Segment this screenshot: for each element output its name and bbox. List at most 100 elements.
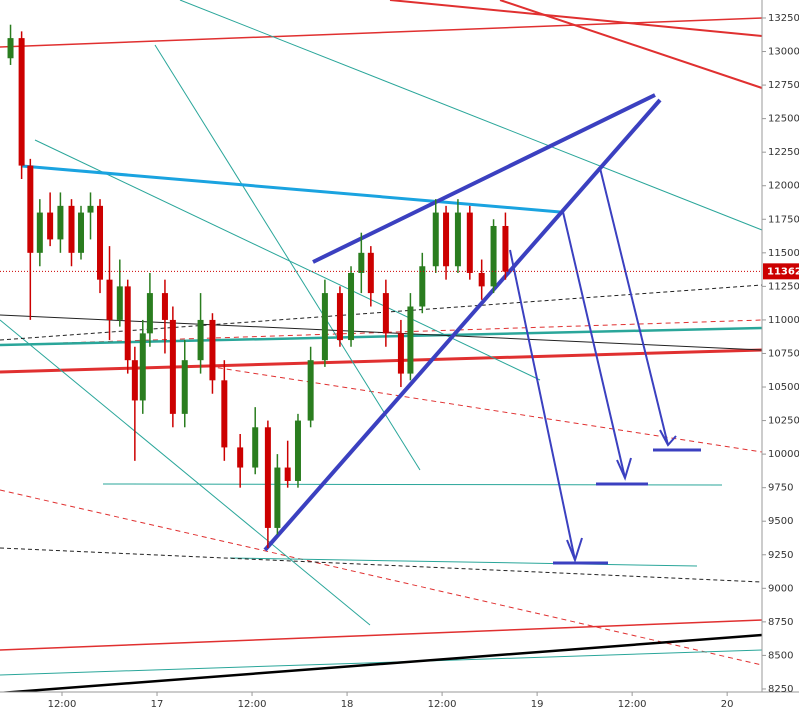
- candle-body: [454, 212, 461, 267]
- arrow-head: [616, 457, 632, 481]
- x-tick-label: 12:00: [238, 699, 267, 710]
- candle-body: [294, 420, 301, 481]
- candle-body: [397, 333, 404, 374]
- last-price-label: 11362: [767, 266, 799, 277]
- candle-body: [490, 225, 497, 287]
- trend-line: [499, 0, 763, 89]
- y-tick-label: 9250: [768, 550, 793, 561]
- candle-body: [146, 293, 153, 334]
- y-tick-label: 10750: [768, 348, 799, 359]
- trend-line: [0, 649, 763, 676]
- y-tick-label: 10250: [768, 416, 799, 427]
- arrow-head: [659, 429, 677, 447]
- candle-body: [36, 212, 43, 253]
- y-tick-label: 12750: [768, 80, 799, 91]
- trend-line: [154, 44, 421, 471]
- candle-body: [68, 205, 75, 253]
- candle-body: [237, 447, 244, 468]
- candle-body: [47, 212, 54, 240]
- candle-body: [87, 205, 94, 213]
- candle-body: [27, 165, 34, 253]
- target-arrows: [509, 167, 701, 565]
- candle-body: [348, 272, 355, 341]
- candle-body: [443, 212, 450, 267]
- y-tick-label: 9000: [768, 583, 793, 594]
- resistance-line: [21, 164, 561, 214]
- wedge-line: [263, 98, 662, 552]
- candle-body: [209, 319, 216, 381]
- candle-body: [106, 279, 113, 320]
- trend-line: [0, 547, 763, 583]
- y-tick-label: 13250: [768, 13, 799, 24]
- trend-line: [179, 0, 763, 231]
- candle-body: [161, 293, 168, 320]
- drawings: [0, 0, 763, 695]
- candle-body: [432, 212, 439, 267]
- x-tick-label: 12:00: [48, 699, 77, 710]
- arrow: [509, 249, 576, 561]
- candle-body: [116, 286, 123, 320]
- trend-line: [229, 557, 698, 567]
- candle-body: [197, 319, 204, 361]
- candle-body: [382, 293, 389, 334]
- y-tick-label: 9500: [768, 516, 793, 527]
- y-tick-label: 11750: [768, 214, 799, 225]
- arrow: [599, 167, 669, 446]
- candle-body: [78, 212, 85, 253]
- candle-body: [139, 333, 146, 401]
- trend-line: [0, 319, 371, 626]
- candle-body: [358, 252, 365, 273]
- x-axis-panel: [0, 692, 799, 715]
- trend-line: [0, 489, 763, 666]
- candle-body: [221, 380, 228, 448]
- candle-body: [419, 266, 426, 307]
- x-tick-label: 12:00: [618, 699, 647, 710]
- candles: [0, 24, 762, 549]
- y-tick-label: 12000: [768, 181, 799, 192]
- axes: 8250 8500 8750 9000 9250 9500 9750 10000 10250 10…: [48, 13, 799, 710]
- candle-body: [478, 272, 485, 287]
- candle-body: [181, 360, 188, 414]
- trend-line: [389, 0, 763, 37]
- candle-body: [466, 212, 473, 273]
- candle-body: [407, 306, 414, 374]
- x-tick-label: 19: [531, 699, 544, 710]
- candle-body: [7, 38, 14, 59]
- y-tick-label: 12500: [768, 114, 799, 125]
- candle-body: [502, 225, 509, 272]
- candle-body: [321, 293, 328, 361]
- y-axis-panel: [762, 0, 799, 715]
- y-tick-label: 10500: [768, 382, 799, 393]
- candle-body: [307, 360, 314, 421]
- y-tick-label: 13000: [768, 47, 799, 58]
- y-tick-label: 12250: [768, 147, 799, 158]
- candle-body: [124, 286, 131, 361]
- candle-body: [97, 205, 104, 280]
- candle-body: [284, 467, 291, 481]
- arrow-head: [566, 537, 583, 563]
- y-tick-label: 8750: [768, 617, 793, 628]
- trend-line: [0, 633, 763, 695]
- y-tick-label: 11250: [768, 281, 799, 292]
- y-tick-label: 8500: [768, 650, 793, 661]
- arrow: [562, 211, 626, 479]
- candle-body: [336, 293, 343, 341]
- x-tick-label: 18: [341, 699, 354, 710]
- candle-body: [18, 38, 25, 166]
- trend-line: [34, 139, 541, 381]
- y-tick-label: 8250: [768, 684, 793, 695]
- x-tick-label: 20: [721, 699, 734, 710]
- candle-body: [169, 319, 176, 414]
- trend-line: [199, 364, 763, 453]
- y-tick-label: 11500: [768, 248, 799, 259]
- candle-body: [274, 467, 281, 528]
- x-tick-label: 17: [151, 699, 164, 710]
- last-price-tag: [763, 263, 799, 280]
- candle-body: [252, 427, 259, 468]
- wedge-line: [312, 93, 656, 264]
- y-tick-label: 11000: [768, 315, 799, 326]
- candle-body: [57, 205, 64, 240]
- trend-line: [0, 619, 763, 651]
- candle-body: [367, 252, 374, 294]
